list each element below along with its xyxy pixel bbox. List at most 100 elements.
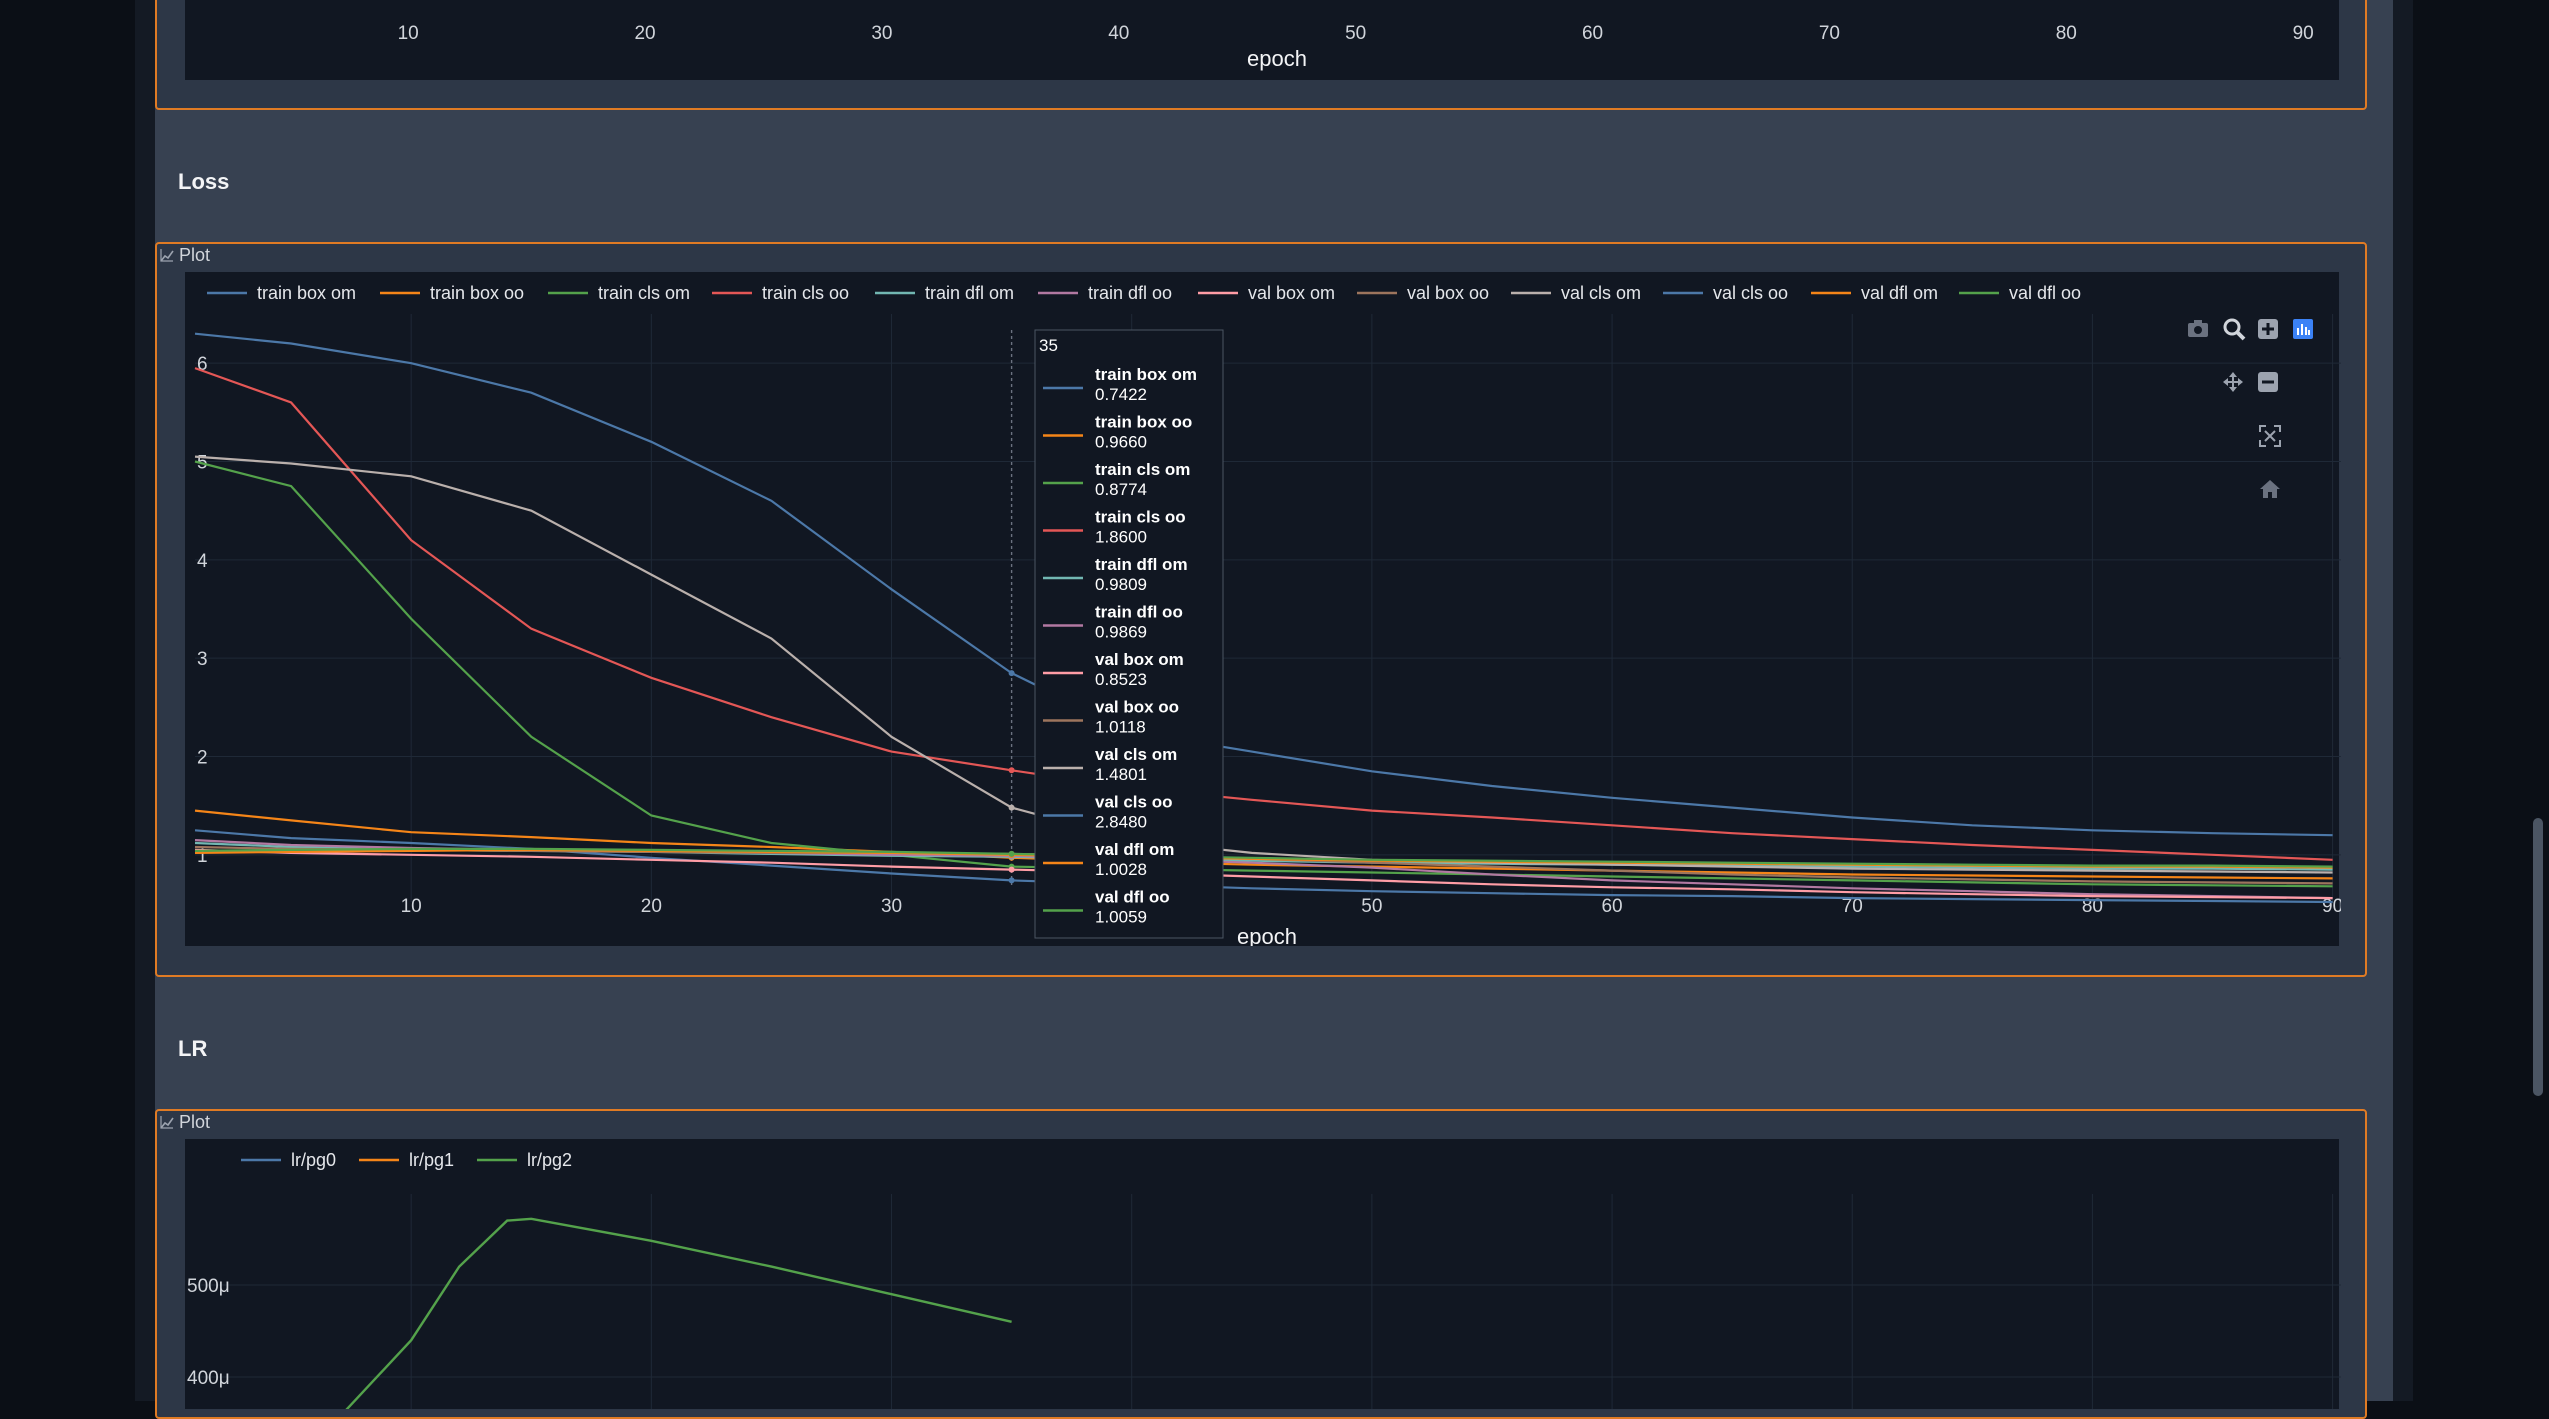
hover-series-name: val box om [1095, 650, 1184, 669]
autoscale-frame [2259, 425, 2281, 447]
y-tick-label: 500μ [187, 1276, 230, 1297]
camera-top [2194, 320, 2202, 324]
loss-plot-card: Plot 102030405060708090123456epochtrain … [155, 242, 2367, 977]
plot-label-text: Plot [179, 1112, 211, 1132]
legend-label: val box oo [1407, 283, 1489, 303]
previous-plot-svg: 10 20 30 40 50 60 70 80 90 epoch [398, 23, 2314, 71]
legend-item[interactable]: train cls om [548, 283, 690, 303]
legend-item[interactable]: val dfl om [1811, 283, 1938, 303]
x-tick-label: 20 [641, 896, 662, 917]
x-tick-label: 70 [1819, 23, 1840, 44]
y-tick-label: 6 [197, 354, 208, 375]
legend-item[interactable]: val cls oo [1663, 283, 1788, 303]
hover-point [1008, 866, 1015, 873]
series-line-lr-pg2 [336, 1217, 1012, 1419]
legend-label: train dfl oo [1088, 283, 1172, 303]
hover-series-value: 1.4801 [1095, 765, 1147, 784]
zoom-in-icon[interactable] [2258, 319, 2278, 339]
hover-series-value: 0.9809 [1095, 575, 1147, 594]
autoscale-icon[interactable] [2259, 425, 2281, 447]
x-axis-title: epoch [1247, 46, 1307, 71]
hover-point [1008, 767, 1015, 774]
gridlines [195, 1194, 2341, 1409]
hover-series-value: 0.7422 [1095, 385, 1147, 404]
legend-label: lr/pg1 [409, 1150, 454, 1170]
legend-label: train cls oo [762, 283, 849, 303]
legend-item[interactable]: val dfl oo [1959, 283, 2081, 303]
legend-label: train box om [257, 283, 356, 303]
legend-item[interactable]: val box oo [1357, 283, 1489, 303]
hover-point [1008, 877, 1015, 884]
x-tick-label: 20 [634, 23, 655, 44]
hover-series-name: val dfl om [1095, 840, 1174, 859]
modebar [2188, 318, 2313, 498]
previous-plot-area[interactable]: 10 20 30 40 50 60 70 80 90 epoch [185, 0, 2339, 80]
lr-plot-area[interactable]: 400μ 500μ lr/pg0 lr/pg1 lr/pg2 [185, 1139, 2341, 1419]
x-tick-label: 10 [401, 896, 422, 917]
legend-item[interactable]: lr/pg1 [359, 1150, 454, 1170]
legend-label: lr/pg2 [527, 1150, 572, 1170]
lr-plot-svg: 400μ 500μ lr/pg0 lr/pg1 lr/pg2 [187, 1150, 2341, 1419]
hover-series-value: 2.8480 [1095, 813, 1147, 832]
scrollbar-thumb[interactable] [2533, 818, 2543, 1096]
legend-label: train cls om [598, 283, 690, 303]
hover-series-value: 0.8774 [1095, 480, 1147, 499]
y-tick-label: 1 [197, 846, 208, 867]
hover-series-name: train box om [1095, 365, 1197, 384]
zoom-icon[interactable] [2223, 318, 2246, 341]
hover-series-value: 0.8523 [1095, 670, 1147, 689]
loss-plot-area[interactable]: 102030405060708090123456epochtrain box o… [185, 272, 2343, 949]
legend-item[interactable]: train dfl oo [1038, 283, 1172, 303]
hover-point [1008, 670, 1015, 677]
x-tick-label: 30 [881, 896, 902, 917]
x-tick-label: 50 [1345, 23, 1366, 44]
legend-item[interactable]: lr/pg2 [477, 1150, 572, 1170]
zoom-out-icon[interactable] [2258, 372, 2278, 392]
y-tick-label: 4 [197, 551, 208, 572]
hover-series-name: train cls oo [1095, 508, 1186, 527]
x-tick-label: 90 [2293, 23, 2314, 44]
bar-chart-bars [2297, 324, 2310, 335]
loss-plot-svg: 102030405060708090123456epochtrain box o… [194, 283, 2343, 949]
hover-series-name: val cls om [1095, 745, 1177, 764]
legend-item[interactable]: train dfl om [875, 283, 1014, 303]
pan-icon[interactable] [2223, 372, 2243, 392]
camera-icon[interactable] [2188, 320, 2208, 337]
bar-chart-icon[interactable] [2293, 319, 2313, 339]
hover-series-name: val box oo [1095, 698, 1179, 717]
x-axis-title: epoch [1237, 924, 1297, 946]
hover-point [1008, 804, 1015, 811]
legend-item[interactable]: val box om [1198, 283, 1335, 303]
hover-series-value: 1.0118 [1095, 718, 1146, 737]
series-line-val-dfl-oo [194, 847, 2333, 868]
camera-lens [2194, 326, 2202, 334]
hover-tooltip [1034, 329, 1224, 939]
lr-plot-card: Plot 400μ 500μ lr/pg0 lr/pg1 lr/pg2 [155, 1109, 2367, 1419]
x-tick-label: 30 [871, 23, 892, 44]
x-tick-label: 60 [1582, 23, 1603, 44]
legend-label: train box oo [430, 283, 524, 303]
hover-point [1008, 850, 1015, 857]
legend: train box om train box oo train cls om trai… [207, 283, 2081, 303]
legend-item[interactable]: train cls oo [712, 283, 849, 303]
legend-label: val cls oo [1713, 283, 1788, 303]
legend-label: val dfl oo [2009, 283, 2081, 303]
x-tick-label: 80 [2082, 896, 2103, 917]
legend-label: val cls om [1561, 283, 1641, 303]
x-tick-label: 70 [1842, 896, 1863, 917]
home-icon[interactable] [2260, 480, 2280, 498]
legend-item[interactable]: train box om [207, 283, 356, 303]
hover-series-name: val cls oo [1095, 793, 1172, 812]
legend-label: lr/pg0 [291, 1150, 336, 1170]
legend-item[interactable]: lr/pg0 [241, 1150, 336, 1170]
chart-icon [160, 249, 174, 262]
series-line-val-cls-om [194, 455, 2333, 874]
legend-item[interactable]: train box oo [380, 283, 524, 303]
pan-arrows [2223, 372, 2243, 392]
page-scrollbar[interactable] [2530, 0, 2546, 1401]
legend-label: val box om [1248, 283, 1335, 303]
x-tick-label: 40 [1108, 23, 1129, 44]
plot-label: Plot [159, 244, 210, 266]
legend-item[interactable]: val cls om [1511, 283, 1641, 303]
chart-icon [160, 1116, 174, 1129]
